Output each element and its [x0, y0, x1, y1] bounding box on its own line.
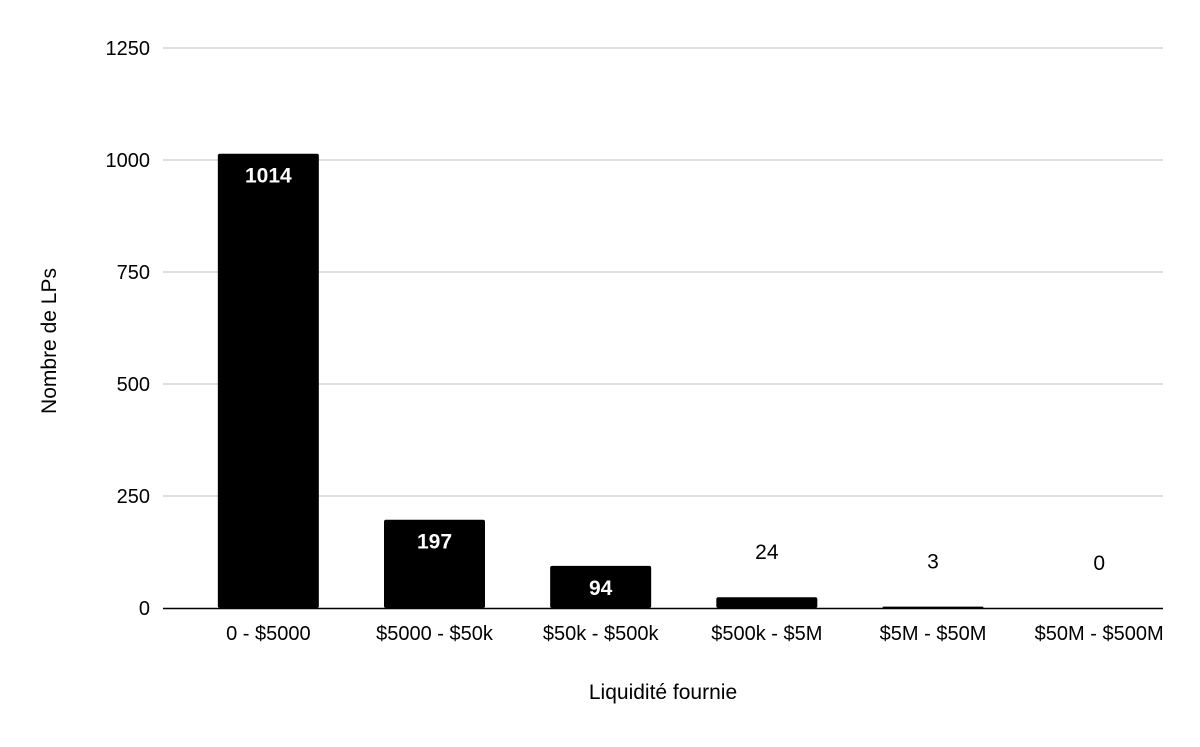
- data-labels: 1014 197 94 24 3 0: [245, 165, 1105, 600]
- bar: [384, 519, 485, 608]
- x-tick-label: $500k - $5M: [711, 623, 822, 645]
- data-label: 3: [927, 551, 939, 574]
- data-label: 1014: [245, 165, 292, 188]
- x-axis-title: Liquidité fournie: [589, 681, 737, 704]
- x-tick-label: $50k - $500k: [543, 623, 660, 645]
- y-tick-label: 1000: [106, 150, 151, 172]
- y-tick-labels: 0 250 500 750 1000 1250: [106, 38, 151, 620]
- x-tick-labels: 0 - $5000 $5000 - $50k $50k - $500k $500k -…: [226, 623, 1164, 645]
- y-axis-title: Nombre de LPs: [38, 268, 61, 414]
- data-label: 197: [417, 531, 452, 554]
- bars: [217, 153, 984, 608]
- y-tick-label: 1250: [106, 38, 151, 60]
- y-tick-label: 750: [117, 262, 150, 284]
- data-label: 24: [755, 541, 779, 564]
- x-tick-label: 0 - $5000: [226, 623, 311, 645]
- bar: [550, 565, 652, 608]
- x-tick-label: $50M - $500M: [1035, 623, 1164, 645]
- bar: [716, 597, 818, 608]
- x-tick-label: $5000 - $50k: [376, 623, 494, 645]
- y-tick-label: 250: [117, 486, 150, 508]
- y-tick-label: 500: [117, 374, 150, 396]
- bar: [882, 606, 984, 608]
- data-label: 0: [1093, 552, 1105, 575]
- bar: [217, 153, 319, 608]
- data-label: 94: [589, 577, 613, 600]
- y-tick-label: 0: [139, 598, 150, 620]
- x-tick-label: $5M - $50M: [880, 623, 987, 645]
- gridlines: [163, 47, 1163, 497]
